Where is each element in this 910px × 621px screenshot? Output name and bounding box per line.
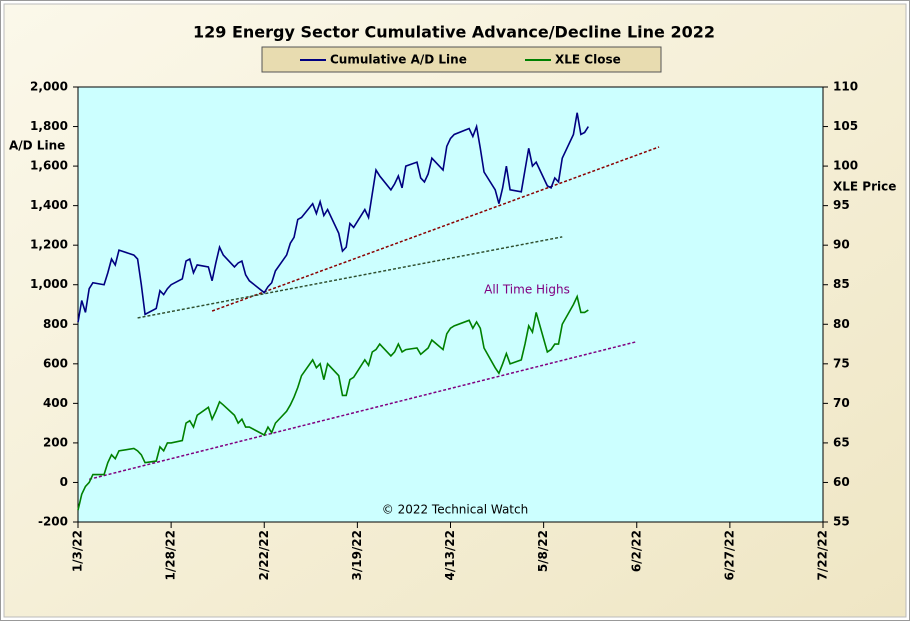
legend-label: Cumulative A/D Line xyxy=(330,53,467,67)
copyright: © 2022 Technical Watch xyxy=(382,503,528,517)
x-tick-label: 3/19/22 xyxy=(350,530,364,581)
series-line xyxy=(77,294,589,511)
y2-tick-label: 95 xyxy=(833,198,850,212)
y2-axis-label: XLE Price xyxy=(833,180,896,194)
y-tick-label: 1,000 xyxy=(30,277,68,291)
y-tick-label: 2,000 xyxy=(30,80,68,94)
y-tick-label: 1,800 xyxy=(30,119,68,133)
x-tick-label: 6/27/22 xyxy=(722,530,736,581)
y2-tick-label: 70 xyxy=(833,396,850,410)
x-tick-label: 2/22/22 xyxy=(257,530,271,581)
y-tick-label: 800 xyxy=(43,317,68,331)
y2-tick-label: 100 xyxy=(833,159,858,173)
y-tick-label: -200 xyxy=(38,515,68,529)
x-tick-label: 6/2/22 xyxy=(629,530,643,572)
y2-tick-label: 110 xyxy=(833,80,858,94)
trend-line xyxy=(137,236,563,319)
y2-tick-label: 85 xyxy=(833,277,850,291)
y-tick-label: 200 xyxy=(43,435,68,449)
trend-line xyxy=(88,340,637,481)
legend xyxy=(261,46,662,73)
y-tick-label: 1,200 xyxy=(30,238,68,252)
x-tick-label: 7/22/22 xyxy=(816,530,830,581)
y2-tick-label: 90 xyxy=(833,238,850,252)
y-axis-label: A/D Line xyxy=(9,139,65,153)
x-tick-label: 5/8/22 xyxy=(536,530,550,572)
legend-label: XLE Close xyxy=(555,53,621,67)
y-tick-label: 600 xyxy=(43,356,68,370)
trend-line xyxy=(211,146,660,312)
y2-tick-label: 55 xyxy=(833,515,850,529)
x-tick-label: 1/28/22 xyxy=(164,530,178,581)
x-tick-label: 1/3/22 xyxy=(71,530,85,572)
y-tick-label: 1,600 xyxy=(30,159,68,173)
chart-title: 129 Energy Sector Cumulative Advance/Dec… xyxy=(193,23,715,42)
y2-tick-label: 105 xyxy=(833,119,858,133)
y-tick-label: 1,400 xyxy=(30,198,68,212)
annotation: All Time Highs xyxy=(484,283,570,297)
y-tick-label: 400 xyxy=(43,396,68,410)
y2-tick-label: 60 xyxy=(833,475,850,489)
y2-tick-label: 75 xyxy=(833,356,850,370)
y2-tick-label: 65 xyxy=(833,435,850,449)
x-tick-label: 4/13/22 xyxy=(443,530,457,581)
y-tick-label: 0 xyxy=(60,475,68,489)
y2-tick-label: 80 xyxy=(833,317,850,331)
plot-area xyxy=(77,86,824,523)
series-line xyxy=(77,112,590,323)
